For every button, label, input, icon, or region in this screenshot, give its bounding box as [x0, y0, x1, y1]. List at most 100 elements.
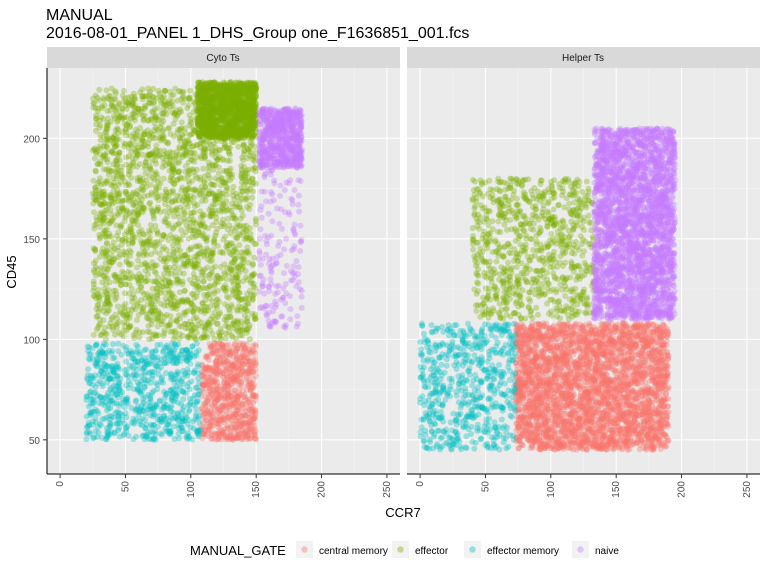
data-point [108, 119, 114, 125]
data-point [119, 242, 125, 248]
data-point [104, 87, 110, 93]
data-point [210, 331, 216, 337]
data-point [94, 327, 100, 333]
data-point [166, 237, 172, 243]
data-point [105, 178, 111, 184]
data-point [109, 348, 115, 354]
data-point [105, 248, 111, 254]
data-point [160, 233, 166, 239]
data-point [176, 336, 182, 342]
data-point [190, 228, 196, 234]
data-point [102, 153, 108, 159]
data-point [146, 354, 152, 360]
data-point [253, 216, 259, 222]
data-point [91, 281, 97, 287]
data-point [137, 418, 143, 424]
data-point [205, 399, 211, 405]
data-point [104, 108, 110, 114]
data-point [95, 95, 101, 101]
data-point [196, 109, 202, 115]
data-point [123, 191, 129, 197]
data-point [176, 168, 182, 174]
data-point [201, 415, 207, 421]
data-point [178, 237, 184, 243]
data-point [236, 390, 242, 396]
data-point [123, 397, 129, 403]
data-point [162, 327, 168, 333]
data-point [98, 161, 104, 167]
data-point [193, 385, 199, 391]
data-point [218, 264, 224, 270]
data-point [151, 436, 157, 442]
data-point [150, 109, 156, 115]
data-point [154, 289, 160, 295]
data-point [212, 201, 218, 207]
data-point [107, 220, 113, 226]
data-point [237, 290, 243, 296]
data-point [216, 390, 222, 396]
data-point [210, 410, 216, 416]
data-point [233, 216, 239, 222]
data-point [141, 132, 147, 138]
data-point [141, 377, 147, 383]
data-point [133, 434, 139, 440]
data-point [101, 200, 107, 206]
data-point [135, 145, 141, 151]
data-point [182, 288, 188, 294]
data-point [144, 178, 150, 184]
data-point [140, 152, 146, 158]
data-point [207, 371, 213, 377]
data-point [236, 231, 242, 237]
data-point [185, 299, 191, 305]
data-point [98, 395, 104, 401]
data-point [202, 155, 208, 161]
data-point [218, 95, 224, 101]
data-point [101, 309, 107, 315]
data-point [223, 383, 229, 389]
data-point [172, 436, 178, 442]
data-point [240, 176, 246, 182]
data-point [116, 236, 122, 242]
data-point [130, 201, 136, 207]
data-point [123, 382, 129, 388]
data-point [138, 391, 144, 397]
data-point [162, 88, 168, 94]
data-point [220, 237, 226, 243]
data-point [101, 144, 107, 150]
data-point [216, 330, 222, 336]
data-point [150, 332, 156, 338]
data-point [139, 262, 145, 268]
data-point [148, 303, 154, 309]
data-point [151, 243, 157, 249]
data-point [148, 206, 154, 212]
data-point [105, 299, 111, 305]
data-point [187, 277, 193, 283]
data-point [186, 402, 192, 408]
data-point [123, 281, 129, 287]
data-point [108, 421, 114, 427]
data-point [220, 367, 226, 373]
data-point [116, 100, 122, 106]
data-point [125, 95, 131, 101]
data-point [215, 120, 221, 126]
data-point [136, 252, 142, 258]
data-point [190, 308, 196, 314]
data-point [137, 177, 143, 183]
data-point [104, 207, 110, 213]
data-point [125, 269, 131, 275]
data-point [163, 296, 169, 302]
data-point [181, 271, 187, 277]
data-point [216, 164, 222, 170]
data-point [191, 334, 197, 340]
data-point [113, 193, 119, 199]
data-point [216, 177, 222, 183]
data-point [244, 185, 250, 191]
data-point [246, 206, 252, 212]
data-point [169, 293, 175, 299]
data-point [203, 127, 209, 133]
data-point [91, 178, 97, 184]
data-point [248, 387, 254, 393]
data-point [126, 182, 132, 188]
data-point [84, 393, 90, 399]
